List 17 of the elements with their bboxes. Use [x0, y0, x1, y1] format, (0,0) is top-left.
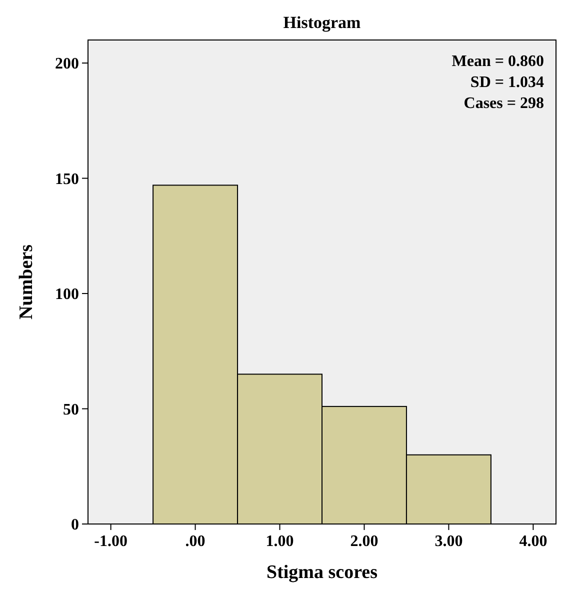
- x-tick-label: 4.00: [519, 533, 548, 550]
- y-tick-label: 0: [71, 516, 79, 534]
- x-tick-label: .00: [185, 533, 206, 550]
- annotation: Cases = 298: [464, 95, 544, 112]
- chart-title: Histogram: [283, 13, 361, 32]
- y-tick-label: 200: [55, 56, 79, 73]
- x-axis-title: Stigma scores: [266, 562, 378, 583]
- y-axis-title: Numbers: [16, 244, 37, 320]
- y-tick-label: 150: [55, 170, 79, 188]
- x-tick-label: 1.00: [266, 533, 294, 550]
- annotation: SD = 1.034: [470, 74, 544, 91]
- y-tick-label: 100: [55, 286, 79, 304]
- x-tick-label: 3.00: [434, 533, 463, 550]
- annotation: Mean = 0.860: [452, 53, 544, 70]
- x-tick-label: -1.00: [94, 533, 128, 550]
- x-tick-label: 2.00: [350, 533, 378, 550]
- y-tick-label: 50: [63, 401, 79, 418]
